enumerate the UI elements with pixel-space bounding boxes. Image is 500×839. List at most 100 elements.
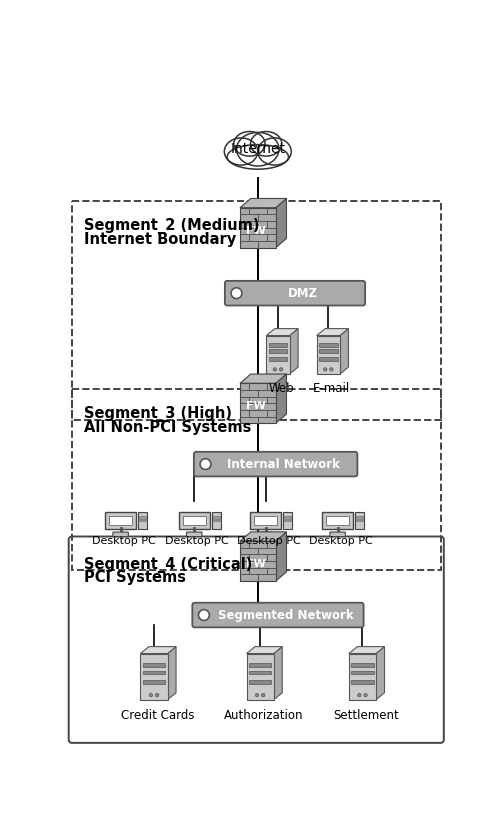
- Ellipse shape: [234, 132, 265, 156]
- FancyBboxPatch shape: [249, 670, 272, 675]
- Text: Desktop PC: Desktop PC: [309, 536, 372, 546]
- Text: Desktop PC: Desktop PC: [92, 536, 156, 546]
- FancyBboxPatch shape: [109, 516, 132, 525]
- FancyBboxPatch shape: [186, 532, 202, 537]
- Polygon shape: [140, 647, 176, 654]
- FancyBboxPatch shape: [142, 670, 165, 675]
- FancyBboxPatch shape: [194, 451, 358, 477]
- FancyBboxPatch shape: [355, 512, 364, 529]
- Circle shape: [149, 693, 152, 697]
- Polygon shape: [168, 647, 176, 700]
- FancyBboxPatch shape: [322, 512, 354, 529]
- Circle shape: [231, 288, 242, 299]
- Circle shape: [273, 367, 276, 371]
- Polygon shape: [240, 199, 286, 208]
- FancyBboxPatch shape: [284, 516, 291, 519]
- FancyBboxPatch shape: [142, 680, 165, 684]
- FancyBboxPatch shape: [326, 516, 349, 525]
- Text: All Non-PCI Systems: All Non-PCI Systems: [84, 420, 251, 435]
- Polygon shape: [349, 647, 384, 654]
- Text: PCI Systems: PCI Systems: [84, 571, 186, 586]
- Polygon shape: [140, 654, 168, 700]
- FancyBboxPatch shape: [268, 349, 287, 353]
- Text: Credit Cards: Credit Cards: [121, 709, 194, 722]
- FancyBboxPatch shape: [139, 519, 146, 521]
- Polygon shape: [276, 199, 286, 248]
- Circle shape: [280, 367, 283, 371]
- Text: FW: FW: [246, 401, 266, 411]
- FancyBboxPatch shape: [319, 349, 338, 353]
- Circle shape: [200, 459, 211, 470]
- Polygon shape: [246, 647, 282, 654]
- FancyBboxPatch shape: [351, 670, 374, 675]
- FancyBboxPatch shape: [225, 281, 365, 305]
- FancyBboxPatch shape: [258, 532, 274, 537]
- Polygon shape: [266, 336, 289, 374]
- FancyBboxPatch shape: [249, 663, 272, 667]
- FancyBboxPatch shape: [138, 512, 147, 529]
- Ellipse shape: [227, 144, 288, 169]
- FancyBboxPatch shape: [142, 663, 165, 667]
- Polygon shape: [276, 532, 286, 581]
- Text: Desktop PC: Desktop PC: [166, 536, 229, 546]
- Text: Settlement: Settlement: [334, 709, 399, 722]
- FancyBboxPatch shape: [250, 512, 281, 529]
- FancyBboxPatch shape: [249, 680, 272, 684]
- FancyBboxPatch shape: [178, 512, 210, 529]
- FancyBboxPatch shape: [319, 357, 338, 361]
- FancyBboxPatch shape: [212, 519, 220, 521]
- Polygon shape: [316, 329, 348, 336]
- Polygon shape: [240, 208, 276, 248]
- FancyBboxPatch shape: [356, 516, 364, 519]
- FancyBboxPatch shape: [192, 602, 364, 628]
- FancyBboxPatch shape: [212, 512, 220, 529]
- Circle shape: [324, 367, 327, 371]
- Polygon shape: [266, 329, 298, 336]
- Polygon shape: [290, 329, 298, 374]
- Polygon shape: [246, 654, 274, 700]
- Ellipse shape: [224, 138, 258, 165]
- FancyBboxPatch shape: [319, 343, 338, 347]
- Text: FW: FW: [246, 226, 266, 236]
- FancyBboxPatch shape: [183, 516, 206, 525]
- Text: Internet: Internet: [230, 142, 285, 156]
- Polygon shape: [349, 654, 376, 700]
- Text: Segment_2 (Medium): Segment_2 (Medium): [84, 217, 260, 234]
- Polygon shape: [376, 647, 384, 700]
- Circle shape: [156, 693, 159, 697]
- Text: Internal Network: Internal Network: [227, 457, 340, 471]
- Circle shape: [198, 610, 209, 620]
- Polygon shape: [276, 374, 286, 424]
- Circle shape: [256, 693, 258, 697]
- FancyBboxPatch shape: [212, 516, 220, 519]
- Polygon shape: [316, 336, 340, 374]
- FancyBboxPatch shape: [268, 357, 287, 361]
- Circle shape: [330, 367, 333, 371]
- Text: E-mail: E-mail: [313, 383, 350, 395]
- Polygon shape: [240, 541, 276, 581]
- Polygon shape: [274, 647, 282, 700]
- FancyBboxPatch shape: [351, 680, 374, 684]
- Text: FW: FW: [246, 560, 266, 569]
- Ellipse shape: [258, 138, 292, 165]
- FancyBboxPatch shape: [139, 516, 146, 519]
- Text: Web: Web: [268, 383, 294, 395]
- FancyBboxPatch shape: [105, 512, 136, 529]
- Text: Authorization: Authorization: [224, 709, 304, 722]
- Circle shape: [262, 693, 265, 697]
- Text: Segment_4 (Critical): Segment_4 (Critical): [84, 556, 252, 572]
- Text: Segmented Network: Segmented Network: [218, 608, 354, 622]
- FancyBboxPatch shape: [254, 516, 277, 525]
- Circle shape: [364, 693, 367, 697]
- Polygon shape: [240, 383, 276, 424]
- FancyBboxPatch shape: [113, 532, 128, 537]
- Polygon shape: [340, 329, 348, 374]
- Circle shape: [358, 693, 361, 697]
- FancyBboxPatch shape: [356, 519, 364, 521]
- FancyBboxPatch shape: [268, 343, 287, 347]
- FancyBboxPatch shape: [330, 532, 345, 537]
- Text: Desktop PC: Desktop PC: [237, 536, 300, 546]
- FancyBboxPatch shape: [283, 512, 292, 529]
- Polygon shape: [240, 374, 286, 383]
- Text: Internet Boundary: Internet Boundary: [84, 232, 236, 247]
